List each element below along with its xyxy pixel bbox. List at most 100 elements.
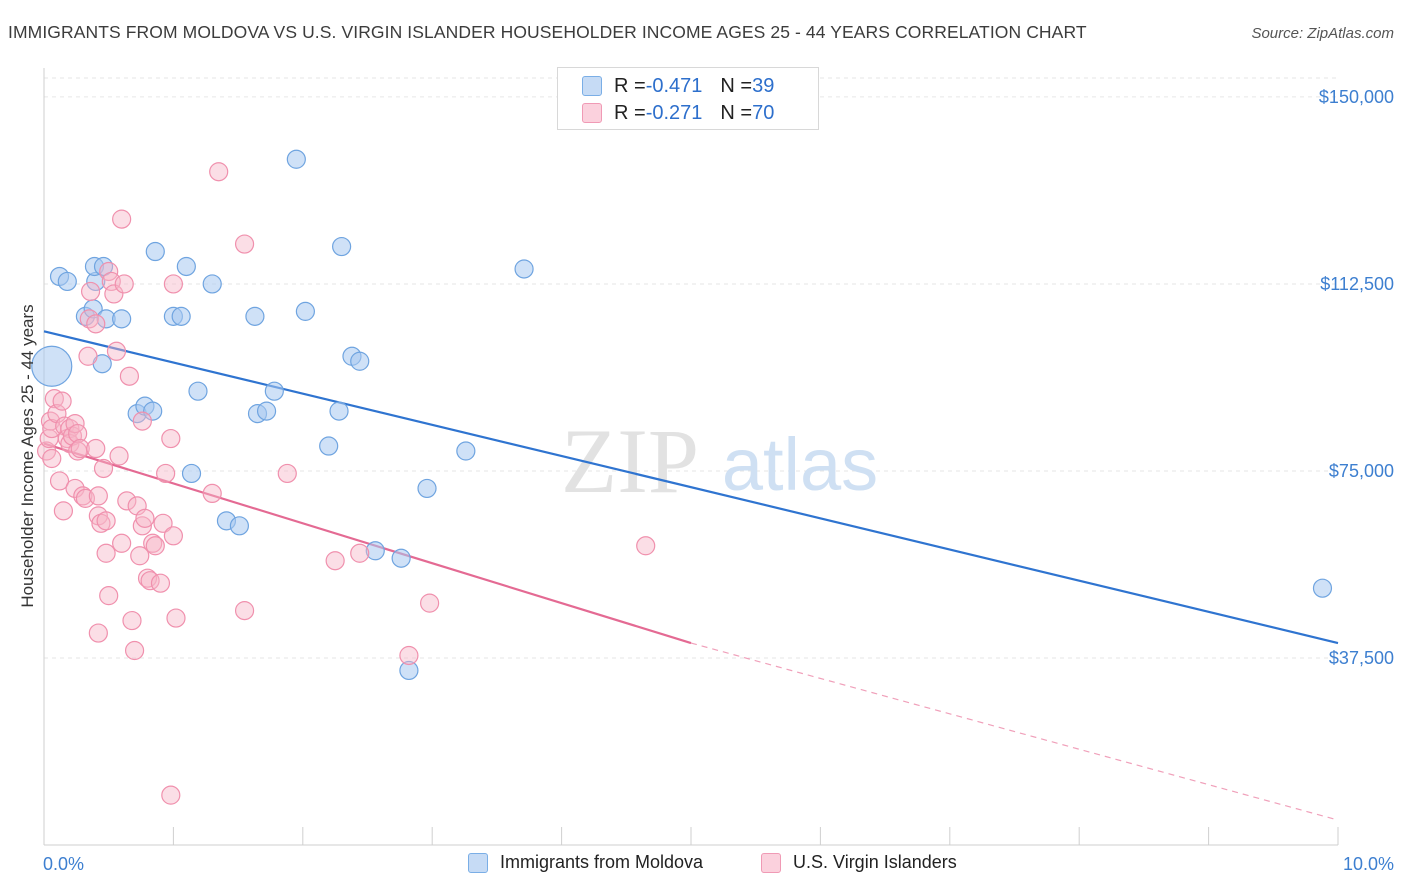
point-moldova — [188, 381, 208, 401]
point-virgin-islanders — [88, 486, 108, 506]
point-virgin-islanders — [65, 478, 85, 499]
point-virgin-islanders — [70, 438, 90, 459]
y-axis-title: Householder Income Ages 25 - 44 years — [18, 304, 37, 607]
point-virgin-islanders — [99, 586, 119, 606]
y-tick-label: $112,500 — [1320, 274, 1394, 294]
point-moldova — [57, 271, 77, 292]
y-tick-label: $75,000 — [1329, 461, 1394, 481]
legend-r-value: -0.471 — [645, 74, 703, 97]
legend-n-label: N = — [720, 101, 753, 124]
point-moldova — [350, 351, 370, 371]
trend-line-extension-1 — [690, 642, 1339, 821]
y-tick-labels: $37,500 $75,000 $112,500 $150,000 — [1319, 87, 1394, 668]
point-virgin-islanders — [96, 511, 116, 531]
point-moldova — [256, 401, 277, 421]
point-virgin-islanders — [73, 486, 93, 506]
chart-title: IMMIGRANTS FROM MOLDOVA VS U.S. VIRGIN I… — [8, 22, 1087, 42]
point-moldova — [145, 241, 165, 262]
x-tick-label-max: 10.0% — [1343, 854, 1394, 874]
point-virgin-islanders — [78, 346, 98, 366]
point-virgin-islanders — [150, 573, 171, 593]
point-virgin-islanders — [325, 551, 345, 571]
point-moldova — [329, 401, 349, 421]
legend-swatch-moldova — [582, 76, 602, 96]
point-virgin-islanders — [234, 601, 255, 621]
point-virgin-islanders — [40, 411, 61, 431]
point-virgin-islanders — [636, 536, 656, 556]
point-virgin-islanders — [420, 593, 440, 613]
point-virgin-islanders — [161, 785, 181, 805]
point-virgin-islanders — [109, 446, 129, 466]
bottom-legend-moldova: Immigrants from Moldova — [468, 852, 703, 873]
point-virgin-islanders — [163, 274, 183, 294]
point-virgin-islanders — [132, 411, 152, 431]
point-virgin-islanders — [130, 546, 150, 566]
point-virgin-islanders — [161, 428, 181, 449]
point-virgin-islanders — [277, 463, 297, 484]
point-moldova — [1312, 578, 1333, 598]
watermark-atlas: atlas — [722, 423, 878, 506]
point-virgin-islanders — [124, 640, 145, 661]
point-virgin-islanders — [209, 162, 229, 182]
point-virgin-islanders — [156, 463, 176, 484]
gridlines — [44, 77, 1338, 659]
point-virgin-islanders — [114, 274, 134, 294]
point-moldova — [176, 256, 196, 277]
point-virgin-islanders — [80, 281, 101, 302]
trend-line-0 — [43, 330, 1339, 645]
point-virgin-islanders — [119, 366, 140, 386]
point-moldova — [365, 541, 385, 561]
correlation-legend: R = -0.471 N = 39 R = -0.271 N = 70 — [557, 67, 819, 130]
point-moldova — [112, 309, 132, 329]
legend-n-value: 39 — [752, 74, 775, 97]
watermark: ZIP atlas — [561, 410, 878, 512]
point-virgin-islanders — [117, 491, 137, 511]
point-moldova — [332, 236, 352, 257]
bottom-legend-label-moldova: Immigrants from Moldova — [500, 852, 704, 872]
point-moldova — [319, 436, 339, 456]
point-virgin-islanders — [135, 508, 155, 528]
point-virgin-islanders — [143, 533, 163, 553]
legend-n-value: 70 — [752, 101, 775, 124]
point-virgin-islanders — [234, 234, 255, 254]
point-virgin-islanders — [106, 341, 127, 361]
point-virgin-islanders — [91, 513, 111, 533]
point-moldova — [514, 259, 534, 279]
source-label: Source: ZipAtlas.com — [1251, 25, 1394, 42]
point-moldova — [171, 306, 191, 326]
legend-swatch-virgin-islanders — [582, 103, 602, 123]
legend-r-value: -0.271 — [645, 101, 703, 124]
legend-r-label: R = — [614, 74, 646, 97]
axes — [43, 68, 1339, 846]
point-moldova — [264, 381, 284, 401]
point-virgin-islanders — [202, 483, 222, 504]
point-virgin-islanders — [112, 533, 132, 553]
point-virgin-islanders — [122, 610, 142, 631]
point-moldova — [286, 149, 306, 169]
point-moldova — [181, 463, 202, 484]
point-moldova — [295, 301, 315, 321]
point-virgin-islanders — [96, 543, 116, 563]
y-tick-label: $37,500 — [1329, 648, 1394, 668]
trend-lines — [43, 330, 1339, 821]
point-virgin-islanders — [153, 513, 173, 533]
point-virgin-islanders — [86, 314, 106, 334]
point-moldova — [399, 660, 419, 681]
point-moldova — [229, 516, 249, 536]
point-virgin-islanders — [60, 433, 80, 454]
point-virgin-islanders — [79, 309, 99, 329]
point-virgin-islanders — [44, 389, 64, 409]
point-moldova — [245, 306, 265, 326]
point-moldova — [143, 401, 163, 421]
point-moldova — [391, 548, 411, 568]
legend-r-label: R = — [614, 101, 646, 124]
point-virgin-islanders — [52, 391, 72, 411]
point-virgin-islanders — [166, 608, 186, 628]
point-moldova — [456, 441, 476, 461]
point-virgin-islanders — [86, 438, 106, 459]
point-virgin-islanders — [145, 536, 165, 556]
point-virgin-islanders — [49, 471, 70, 491]
x-tick-label-min: 0.0% — [43, 854, 84, 874]
trend-line-1 — [43, 442, 692, 645]
